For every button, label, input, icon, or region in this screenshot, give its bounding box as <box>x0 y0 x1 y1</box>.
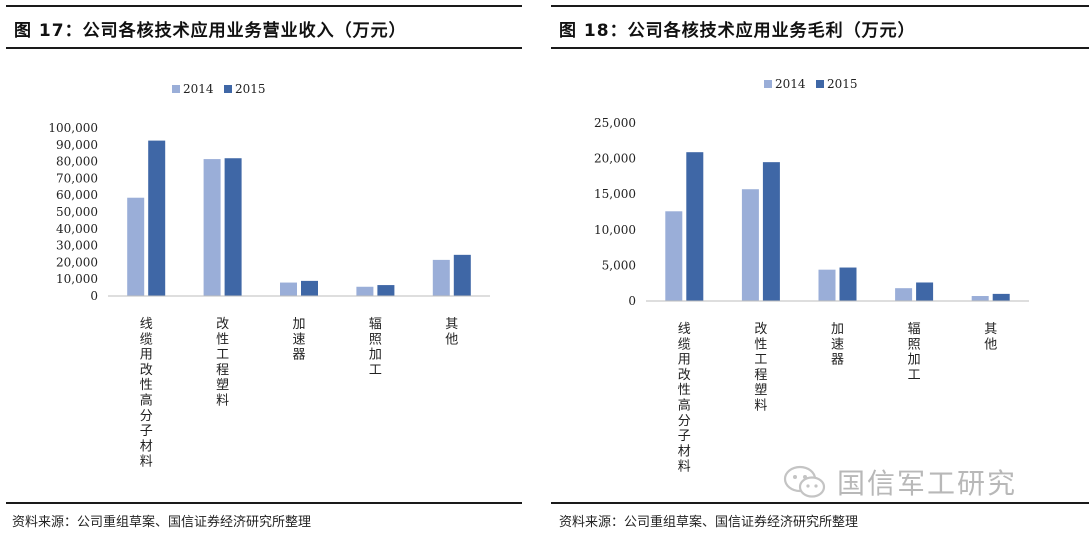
category-label: 线缆用改性高分子材料 <box>140 317 153 470</box>
bar-2014 <box>127 197 145 296</box>
chart-title: 图 18：公司各核技术应用业务毛利（万元） <box>559 21 916 41</box>
y-tick-label: 25,000 <box>594 116 636 130</box>
footer-rule <box>551 502 1089 504</box>
y-tick-label: 30,000 <box>56 239 98 253</box>
category-label: 改性工程塑料 <box>754 322 767 414</box>
bar-2014 <box>818 269 836 301</box>
bar-2015 <box>839 267 857 301</box>
bar-2015 <box>992 293 1010 301</box>
bar-2014 <box>356 286 374 296</box>
chart-panel-gross-profit: 图 18：公司各核技术应用业务毛利（万元） 0 5,000 10,000 15,000… <box>549 0 1089 538</box>
y-tick-label: 5,000 <box>602 258 636 272</box>
bar-2015 <box>224 158 242 296</box>
bar-2014 <box>432 259 450 296</box>
category-label: 加速器 <box>292 317 305 363</box>
category-label: 线缆用改性高分子材料 <box>678 322 691 475</box>
bar-2015 <box>148 140 166 296</box>
legend-swatch-2015 <box>816 80 824 88</box>
chart-title-bar: 图 18：公司各核技术应用业务毛利（万元） <box>551 5 1089 49</box>
y-tick-label: 20,000 <box>56 255 98 269</box>
legend-swatch-2014 <box>172 85 180 93</box>
legend-swatch-2014 <box>764 80 772 88</box>
legend-label: 2014 <box>183 82 214 96</box>
bar-2014 <box>280 282 297 296</box>
bar-2015 <box>301 280 318 296</box>
footer-rule <box>6 502 522 504</box>
bar-2014 <box>741 189 759 301</box>
category-label: 改性工程塑料 <box>216 317 229 409</box>
source-note: 资料来源：公司重组草案、国信证券经济研究所整理 <box>12 515 312 530</box>
y-tick-label: 0 <box>628 294 636 308</box>
bar-2014 <box>665 211 683 301</box>
bar-2015 <box>453 254 471 296</box>
chart-panel-revenue: 图 17：公司各核技术应用业务营业收入（万元） 0 10,000 20,000 30,… <box>0 0 522 538</box>
category-label: 辐照加工 <box>369 317 382 378</box>
bar-2014 <box>895 288 913 301</box>
y-tick-label: 60,000 <box>56 188 98 202</box>
y-tick-label: 100,000 <box>48 121 98 135</box>
bar-2015 <box>762 162 780 301</box>
revenue-bar-chart: 0 10,000 20,000 30,000 40,000 50,000 60,000 70,… <box>48 82 490 470</box>
chart-title: 图 17：公司各核技术应用业务营业收入（万元） <box>14 21 407 41</box>
y-tick-label: 15,000 <box>594 187 636 201</box>
watermark: 国信军工研究 <box>783 462 1017 502</box>
bar-2014 <box>971 296 989 301</box>
y-tick-label: 50,000 <box>56 205 98 219</box>
legend-swatch-2015 <box>224 85 232 93</box>
watermark-text: 国信军工研究 <box>837 467 1018 500</box>
bar-2015 <box>377 285 395 296</box>
legend-label: 2014 <box>775 77 806 91</box>
bar-2015 <box>916 282 934 301</box>
legend-label: 2015 <box>827 77 858 91</box>
wechat-icon <box>783 465 826 498</box>
category-label: 其他 <box>984 322 997 352</box>
category-label: 其他 <box>445 317 458 347</box>
bar-2014 <box>203 159 221 296</box>
bar-2015 <box>686 152 704 301</box>
y-tick-label: 10,000 <box>594 223 636 237</box>
y-tick-label: 0 <box>90 289 98 303</box>
category-label: 加速器 <box>831 322 844 368</box>
y-tick-label: 90,000 <box>56 138 98 152</box>
gross-profit-bar-chart: 0 5,000 10,000 15,000 20,000 25,000 线缆用改性高分子材料… <box>594 77 1029 475</box>
source-note: 资料来源：公司重组草案、国信证券经济研究所整理 <box>559 515 859 530</box>
y-tick-label: 40,000 <box>56 222 98 236</box>
chart-title-bar: 图 17：公司各核技术应用业务营业收入（万元） <box>6 5 522 49</box>
category-label: 辐照加工 <box>908 322 921 383</box>
y-tick-label: 80,000 <box>56 155 98 169</box>
legend-label: 2015 <box>235 82 266 96</box>
y-tick-label: 70,000 <box>56 171 98 185</box>
y-tick-label: 20,000 <box>594 152 636 166</box>
y-tick-label: 10,000 <box>56 272 98 286</box>
